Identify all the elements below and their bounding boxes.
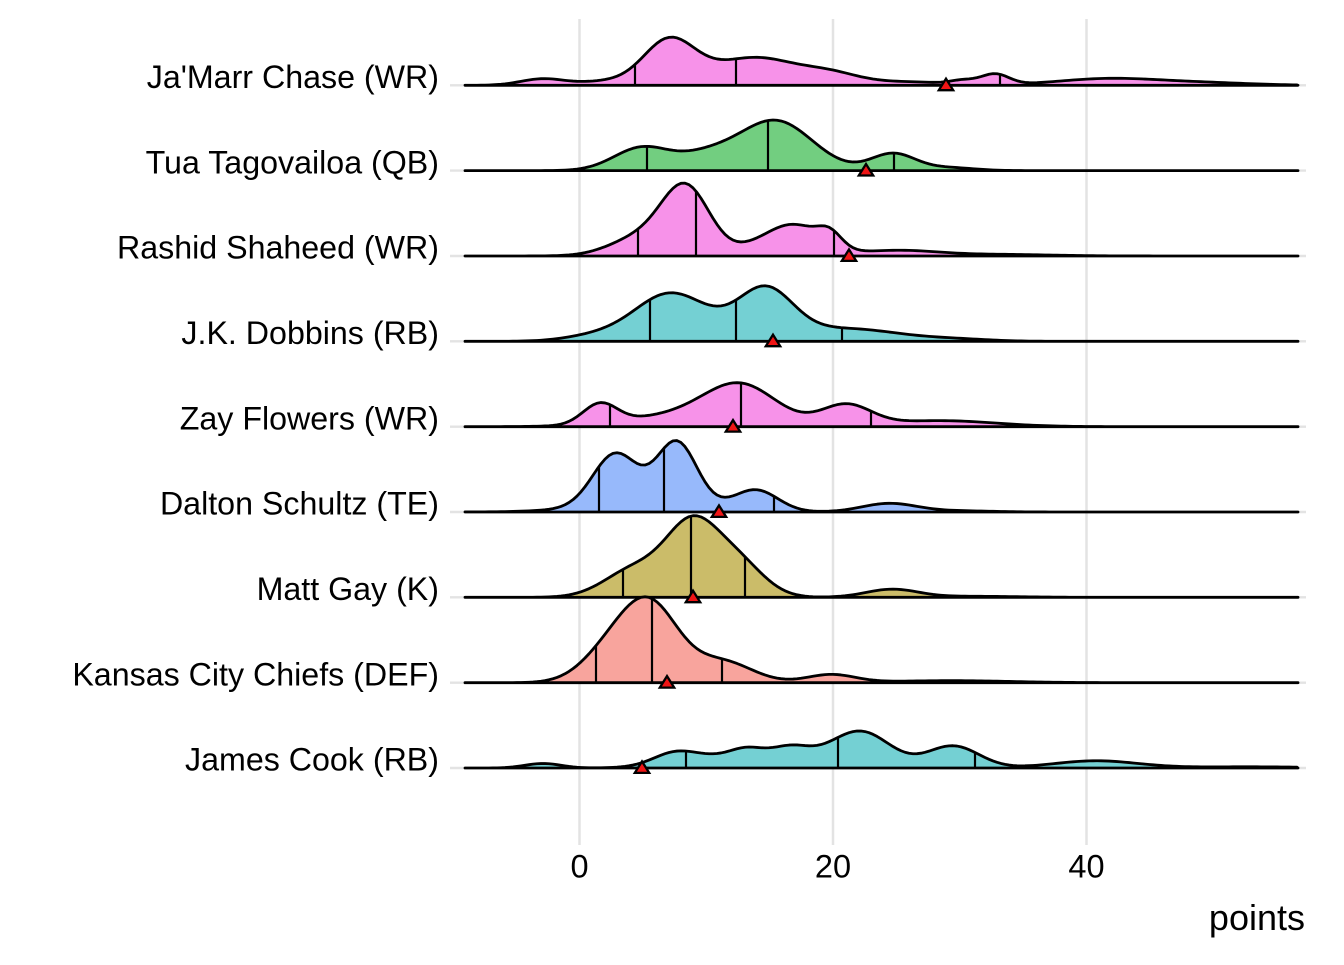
svg-text:points: points xyxy=(1209,897,1305,938)
svg-text:Dalton Schultz (TE): Dalton Schultz (TE) xyxy=(160,486,439,522)
svg-text:Rashid Shaheed (WR): Rashid Shaheed (WR) xyxy=(117,230,439,266)
svg-text:Matt Gay (K): Matt Gay (K) xyxy=(257,571,439,607)
svg-text:0: 0 xyxy=(570,849,588,885)
svg-text:Kansas City Chiefs (DEF): Kansas City Chiefs (DEF) xyxy=(72,656,439,692)
svg-text:J.K. Dobbins (RB): J.K. Dobbins (RB) xyxy=(181,315,439,351)
svg-text:40: 40 xyxy=(1068,849,1104,885)
svg-text:James Cook (RB): James Cook (RB) xyxy=(185,742,439,778)
svg-text:Ja'Marr Chase (WR): Ja'Marr Chase (WR) xyxy=(147,59,439,95)
svg-text:Tua Tagovailoa (QB): Tua Tagovailoa (QB) xyxy=(146,144,439,180)
svg-text:Zay Flowers (WR): Zay Flowers (WR) xyxy=(180,400,439,436)
svg-text:20: 20 xyxy=(815,849,851,885)
